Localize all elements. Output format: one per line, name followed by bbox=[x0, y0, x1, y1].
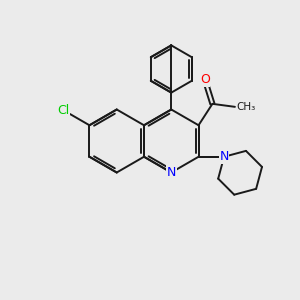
Text: CH₃: CH₃ bbox=[236, 102, 256, 112]
Text: Cl: Cl bbox=[57, 104, 70, 117]
Text: O: O bbox=[200, 73, 210, 86]
Text: N: N bbox=[219, 150, 229, 163]
Text: N: N bbox=[167, 166, 176, 179]
